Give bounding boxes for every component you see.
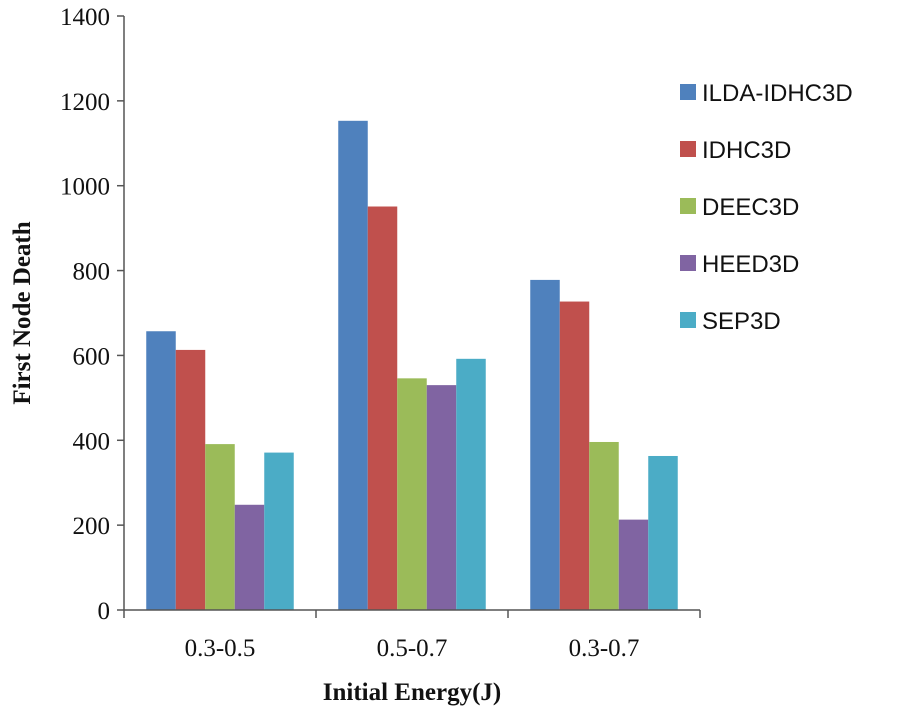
bar-heed3d-0 xyxy=(234,504,265,610)
bar-ilda-idhc3d-0 xyxy=(146,331,176,610)
x-axis-title: Initial Energy(J) xyxy=(323,679,501,706)
x-category-label: 0.5-0.7 xyxy=(377,635,448,662)
y-tick-label: 1200 xyxy=(60,89,110,116)
legend-swatch-heed3d xyxy=(680,255,696,271)
y-axis-ticks: 0 200 400 600 800 1000 1200 1400 xyxy=(60,4,124,625)
legend-label-deec3d: DEEC3D xyxy=(702,194,799,221)
bar-ilda-idhc3d-1 xyxy=(338,120,368,610)
x-category-label: 0.3-0.7 xyxy=(569,635,640,662)
bar-heed3d-1 xyxy=(426,385,457,610)
bar-idhc3d-1 xyxy=(367,206,398,611)
legend-label-ilda-idhc3d: ILDA-IDHC3D xyxy=(702,80,853,107)
y-axis-title: First Node Death xyxy=(9,221,36,404)
y-tick-label: 0 xyxy=(98,598,111,625)
legend-label-idhc3d: IDHC3D xyxy=(702,137,791,164)
bar-sep3d-1 xyxy=(456,358,486,610)
legend-swatch-sep3d xyxy=(680,312,696,328)
y-tick-label: 1400 xyxy=(60,4,110,31)
y-tick-label: 1000 xyxy=(60,174,110,201)
bar-deec3d-2 xyxy=(589,441,619,610)
x-category-label: 0.3-0.5 xyxy=(185,635,256,662)
y-tick-label: 800 xyxy=(73,259,111,286)
legend: ILDA-IDHC3D IDHC3D DEEC3D HEED3D SEP3D xyxy=(680,80,853,335)
legend-label-heed3d: HEED3D xyxy=(702,251,799,278)
bars xyxy=(146,120,678,611)
bar-idhc3d-0 xyxy=(175,349,206,610)
x-axis-ticks xyxy=(123,610,701,618)
y-tick-label: 200 xyxy=(73,513,111,540)
y-tick-label: 400 xyxy=(73,428,111,455)
x-axis-categories: 0.3-0.5 0.5-0.7 0.3-0.7 xyxy=(185,635,640,662)
bar-sep3d-2 xyxy=(648,455,678,610)
legend-swatch-idhc3d xyxy=(680,141,696,157)
legend-swatch-deec3d xyxy=(680,198,696,214)
legend-swatch-ilda-idhc3d xyxy=(680,84,696,100)
legend-label-sep3d: SEP3D xyxy=(702,308,781,335)
bar-heed3d-2 xyxy=(618,519,649,610)
bar-idhc3d-2 xyxy=(559,301,590,610)
bar-deec3d-1 xyxy=(397,378,427,610)
y-tick-label: 600 xyxy=(73,343,111,370)
bar-sep3d-0 xyxy=(264,452,294,610)
bar-ilda-idhc3d-2 xyxy=(530,279,560,610)
bar-deec3d-0 xyxy=(205,444,235,610)
